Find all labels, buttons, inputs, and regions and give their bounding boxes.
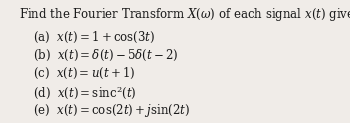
- Text: (c)  $x(t) = u(t+1)$: (c) $x(t) = u(t+1)$: [33, 66, 136, 81]
- Text: (b)  $x(t) = \delta(t) - 5\delta(t-2)$: (b) $x(t) = \delta(t) - 5\delta(t-2)$: [33, 48, 179, 63]
- Text: (d)  $x(t) = \mathrm{sinc}^2(t)$: (d) $x(t) = \mathrm{sinc}^2(t)$: [33, 84, 137, 101]
- Text: (a)  $x(t) = 1 + \cos(3t)$: (a) $x(t) = 1 + \cos(3t)$: [33, 30, 156, 45]
- Text: (e)  $x(t) = \cos(2t) + j\sin(2t)$: (e) $x(t) = \cos(2t) + j\sin(2t)$: [33, 102, 190, 119]
- Text: Find the Fourier Transform $X(\omega)$ of each signal $x(t)$ given below.: Find the Fourier Transform $X(\omega)$ o…: [19, 6, 350, 23]
